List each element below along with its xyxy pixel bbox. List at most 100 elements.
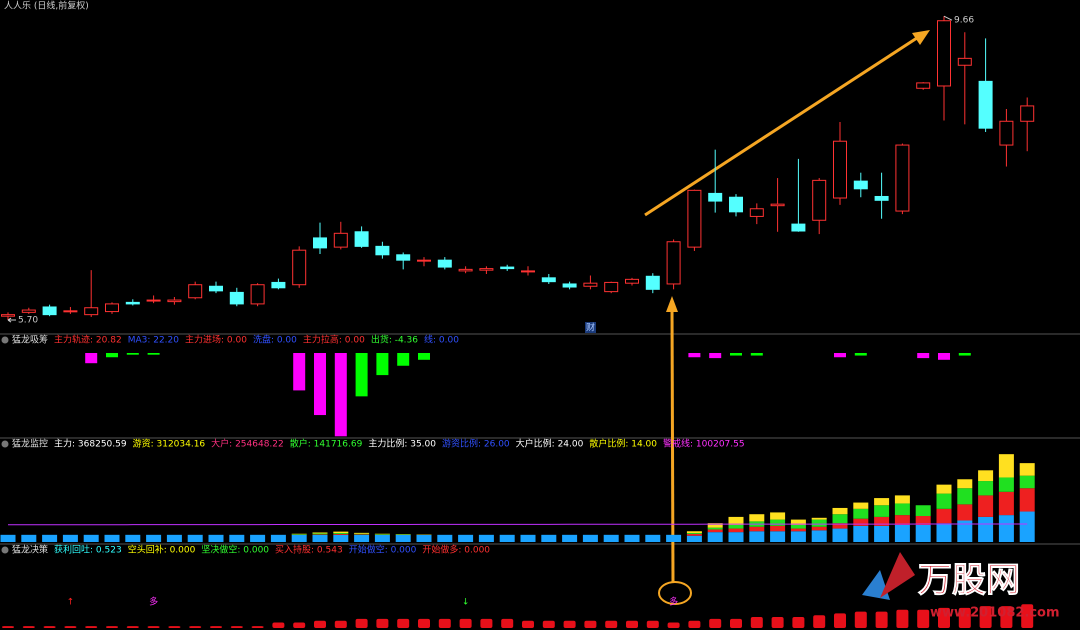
- stacked-bar-segment: [853, 508, 869, 519]
- stacked-bar-segment: [187, 534, 203, 542]
- stacked-bar-segment: [270, 534, 286, 542]
- bar: [480, 618, 493, 628]
- low-pointer: [7, 317, 16, 323]
- stacked-bar-segment: [978, 495, 994, 517]
- bar: [938, 607, 950, 628]
- candle-body: [874, 195, 889, 201]
- stacked-bar-segment: [250, 534, 266, 542]
- legend-item: 主力轨迹: 20.82: [54, 334, 122, 346]
- stacked-bar-segment: [770, 519, 786, 526]
- trend-arrow: [644, 34, 921, 217]
- legend-item: 主力: 368250.59: [54, 438, 127, 450]
- stacked-bar-segment: [125, 534, 141, 542]
- bar: [272, 622, 285, 628]
- candle-body: [687, 189, 702, 248]
- stacked-bar-segment: [686, 535, 702, 542]
- bar: [605, 620, 618, 628]
- bar: [106, 626, 118, 628]
- stacked-bar-segment: [957, 520, 973, 542]
- candle-body: [333, 232, 348, 248]
- candle-body: [105, 303, 119, 313]
- candle-body: [937, 20, 951, 87]
- candle-body: [853, 180, 868, 190]
- bar: [418, 353, 430, 360]
- stacked-bar-segment: [0, 534, 16, 542]
- bar: [854, 611, 867, 628]
- stacked-bar-segment: [1019, 511, 1035, 542]
- legend-item: 大户: 254648.22: [211, 438, 284, 450]
- stacked-bar-segment: [770, 525, 786, 532]
- annotation: 财: [586, 322, 595, 334]
- stacked-bar-segment: [749, 514, 765, 522]
- candle-body: [562, 283, 577, 288]
- stacked-bar-segment: [749, 531, 765, 542]
- bar: [771, 617, 784, 628]
- stacked-bar-segment: [312, 533, 328, 535]
- bar: [854, 353, 867, 356]
- stacked-bar-segment: [333, 533, 349, 534]
- bar: [334, 620, 347, 628]
- candle-body: [812, 179, 827, 221]
- stacked-bar-segment: [686, 533, 702, 536]
- bar: [522, 620, 534, 628]
- stacked-bar-segment: [894, 495, 910, 504]
- bar: [834, 353, 846, 358]
- stacked-bar-segment: [312, 534, 328, 542]
- stacked-bar-segment: [832, 514, 848, 524]
- candle-body: [895, 144, 910, 212]
- stacked-bar-segment: [936, 493, 952, 509]
- bar: [626, 620, 638, 628]
- bar: [688, 620, 701, 628]
- legend-item: 游资比例: 26.00: [442, 438, 510, 450]
- legend-item: 坚决做空: 0.000: [201, 544, 269, 556]
- panel-name: 猛龙监控: [12, 438, 48, 450]
- bar: [917, 353, 930, 359]
- stacked-bar-segment: [104, 534, 120, 542]
- bar: [397, 618, 410, 628]
- signal-marker: ↓: [462, 598, 470, 608]
- bar: [293, 353, 306, 391]
- signal-marker: 多: [149, 596, 158, 608]
- bar: [834, 613, 846, 628]
- bar: [813, 615, 826, 628]
- legend-item: 获利回吐: 0.523: [54, 544, 122, 556]
- stacked-bar-segment: [790, 531, 806, 542]
- stacked-bar-segment: [707, 523, 723, 528]
- stacked-bar-segment: [915, 516, 931, 525]
- bar: [792, 617, 805, 628]
- legend-item: 游资: 312034.16: [133, 438, 206, 450]
- stacked-bar-segment: [624, 534, 640, 542]
- stacked-bar-segment: [936, 484, 952, 494]
- bar: [397, 353, 410, 366]
- bar: [126, 626, 139, 628]
- stacked-bar-segment: [936, 508, 952, 524]
- bar: [938, 353, 950, 360]
- stacked-bar-segment: [770, 531, 786, 542]
- legend-item: 买入持股: 0.543: [275, 544, 343, 556]
- stacked-bar-segment: [853, 502, 869, 509]
- legend-item: MA3: 22.20: [128, 336, 180, 346]
- stacked-bar-segment: [894, 503, 910, 516]
- stacked-bar-segment: [707, 529, 723, 533]
- legend-item: 开始做多: 0.000: [422, 544, 490, 556]
- legend-item: 空头回补: 0.000: [128, 544, 196, 556]
- stacked-bar-segment: [728, 516, 744, 525]
- candle-body: [209, 285, 223, 292]
- candle-body: [916, 82, 931, 89]
- bar: [85, 626, 98, 628]
- stacked-bar-segment: [458, 534, 474, 542]
- stacked-bar-segment: [894, 524, 910, 542]
- stacked-bar-segment: [666, 534, 682, 542]
- bar: [210, 626, 222, 628]
- stacked-bar-segment: [790, 524, 806, 529]
- legend-item: 线: 0.00: [424, 334, 459, 346]
- legend-item: 警戒线: 100207.55: [663, 438, 745, 450]
- stacked-bar-segment: [562, 534, 578, 542]
- bar: [563, 620, 576, 628]
- legend-item: 大户比例: 24.00: [516, 438, 584, 450]
- bar: [22, 626, 35, 628]
- stacked-bar-segment: [749, 526, 765, 532]
- stacked-bar-segment: [146, 534, 162, 542]
- bar: [230, 626, 243, 628]
